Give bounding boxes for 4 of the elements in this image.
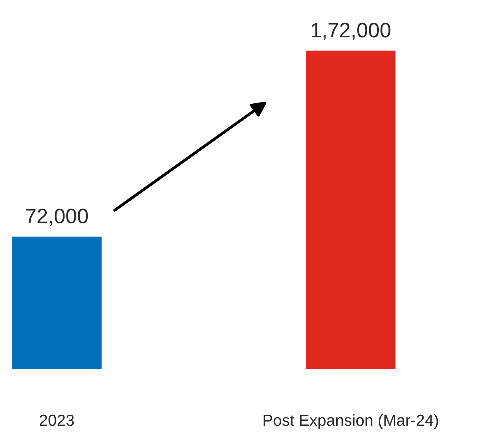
data-label: 1,72,000 xyxy=(312,23,391,40)
data-label: 72,000 xyxy=(26,208,88,226)
x-tick-label: Post Expansion (Mar-24) xyxy=(264,414,438,430)
x-tick-label: 2023 xyxy=(40,414,74,426)
